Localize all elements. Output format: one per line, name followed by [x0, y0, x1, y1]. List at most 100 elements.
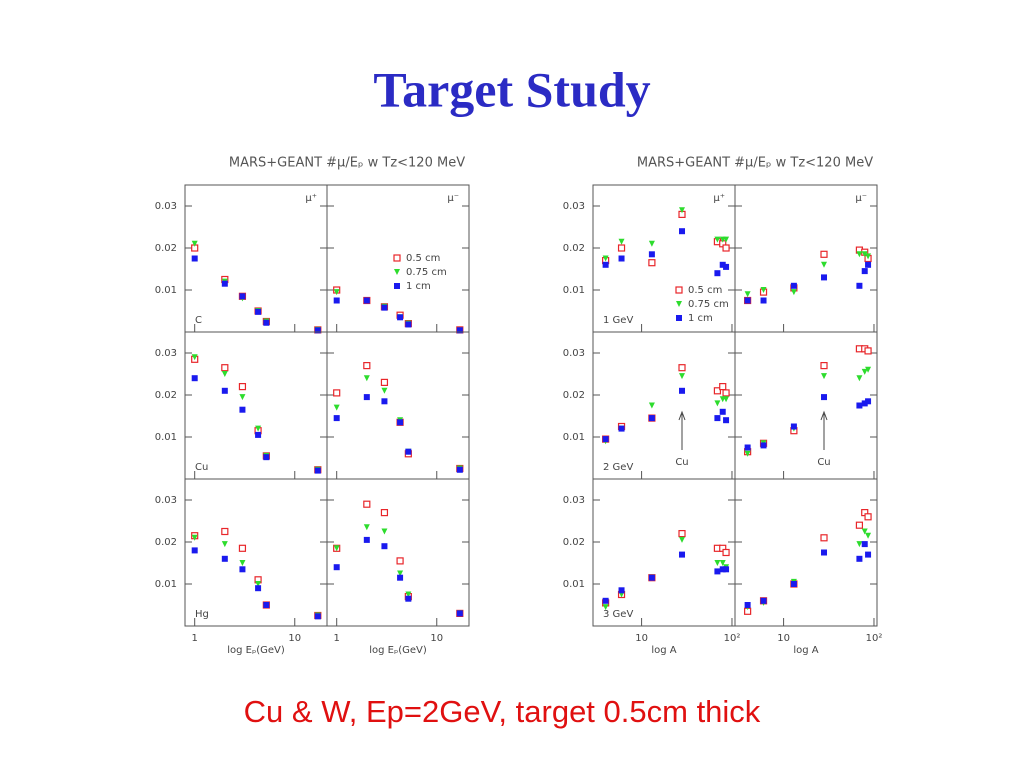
annotation: Cu: [817, 457, 830, 468]
data-point: [405, 448, 412, 455]
data-point: [221, 387, 228, 394]
slide-title: Target Study: [373, 61, 650, 117]
data-point: [679, 228, 686, 235]
arrow-head: [820, 410, 828, 421]
y-tick-label: 0.03: [155, 495, 177, 506]
data-point: [602, 436, 609, 443]
data-point: [381, 543, 388, 550]
legend-label: 0.5 cm: [406, 253, 440, 264]
data-point: [602, 255, 609, 262]
data-point: [719, 261, 726, 268]
data-point: [405, 595, 412, 602]
legend-label: 0.75 cm: [688, 299, 729, 310]
data-point: [255, 425, 262, 432]
x-axis-label: log A: [651, 645, 676, 656]
arrow-head: [678, 410, 686, 421]
data-point: [191, 240, 198, 247]
data-point: [648, 251, 655, 258]
data-point: [263, 454, 270, 461]
y-tick-label: 0.03: [155, 201, 177, 212]
data-point: [714, 560, 721, 566]
data-point: [397, 419, 404, 426]
y-tick-label: 0.02: [563, 537, 585, 548]
panel-frame: [734, 478, 878, 627]
data-point: [760, 597, 767, 604]
data-point: [865, 261, 872, 268]
data-point: [723, 236, 730, 243]
data-point: [263, 602, 270, 608]
data-point: [648, 574, 655, 581]
data-point: [861, 268, 868, 275]
data-point: [678, 529, 686, 538]
data-point: [790, 282, 797, 289]
data-point: [191, 354, 198, 361]
muon-label: μ⁺: [305, 193, 317, 204]
data-point: [333, 415, 340, 422]
data-point: [648, 240, 655, 247]
data-point: [722, 548, 730, 557]
data-point: [722, 244, 730, 252]
y-tick-label: 0.02: [563, 243, 585, 254]
y-tick-label: 0.02: [155, 243, 177, 254]
panel-label: 3 GeV: [603, 609, 633, 620]
data-point: [381, 387, 388, 394]
annotation: Cu: [675, 457, 688, 468]
data-point: [856, 402, 863, 409]
data-point: [821, 549, 828, 556]
data-point: [255, 585, 262, 592]
data-point: [820, 362, 828, 370]
data-point: [333, 545, 340, 552]
data-point: [333, 564, 340, 571]
panel-frame: [326, 478, 470, 627]
data-point: [221, 364, 229, 372]
data-point: [821, 394, 828, 401]
x-tick-label: 10²: [866, 633, 883, 644]
figure-header: MARS+GEANT #μ/Eₚ w Tz<120 MeV: [637, 156, 873, 171]
data-point: [397, 314, 404, 321]
data-point: [456, 466, 463, 473]
data-point: [456, 327, 463, 334]
data-point: [744, 450, 751, 457]
data-point: [820, 250, 828, 258]
legend-marker: [675, 286, 683, 294]
data-point: [744, 297, 751, 304]
data-point: [405, 591, 412, 598]
data-point: [381, 528, 388, 535]
x-tick-label: 1: [334, 633, 340, 644]
data-point: [221, 371, 228, 377]
data-point: [648, 259, 656, 267]
data-point: [239, 406, 246, 413]
x-tick-label: 10²: [724, 633, 741, 644]
data-point: [618, 587, 625, 594]
data-point: [678, 364, 686, 372]
y-tick-label: 0.01: [563, 432, 585, 443]
legend-marker: [394, 283, 400, 289]
data-point: [856, 375, 863, 382]
data-point: [263, 319, 270, 326]
data-point: [602, 261, 609, 268]
data-point: [719, 560, 726, 566]
data-point: [405, 321, 412, 328]
data-point: [760, 297, 767, 304]
x-tick-label: 1: [192, 633, 198, 644]
x-tick-label: 10: [430, 633, 443, 644]
data-point: [255, 308, 262, 315]
data-point: [713, 387, 722, 395]
data-point: [221, 555, 228, 562]
data-point: [714, 568, 721, 575]
data-point: [333, 297, 340, 304]
muon-label: μ⁻: [855, 193, 867, 204]
data-point: [363, 362, 371, 370]
data-point: [821, 373, 828, 380]
data-point: [723, 396, 730, 403]
data-point: [865, 551, 872, 558]
data-point: [865, 398, 872, 405]
x-axis-label: log Eₚ(GeV): [227, 645, 285, 656]
data-point: [333, 289, 340, 296]
caption: Cu & W, Ep=2GeV, target 0.5cm thick: [244, 694, 761, 729]
data-point: [679, 387, 686, 394]
y-tick-label: 0.02: [155, 390, 177, 401]
data-point: [719, 566, 726, 573]
